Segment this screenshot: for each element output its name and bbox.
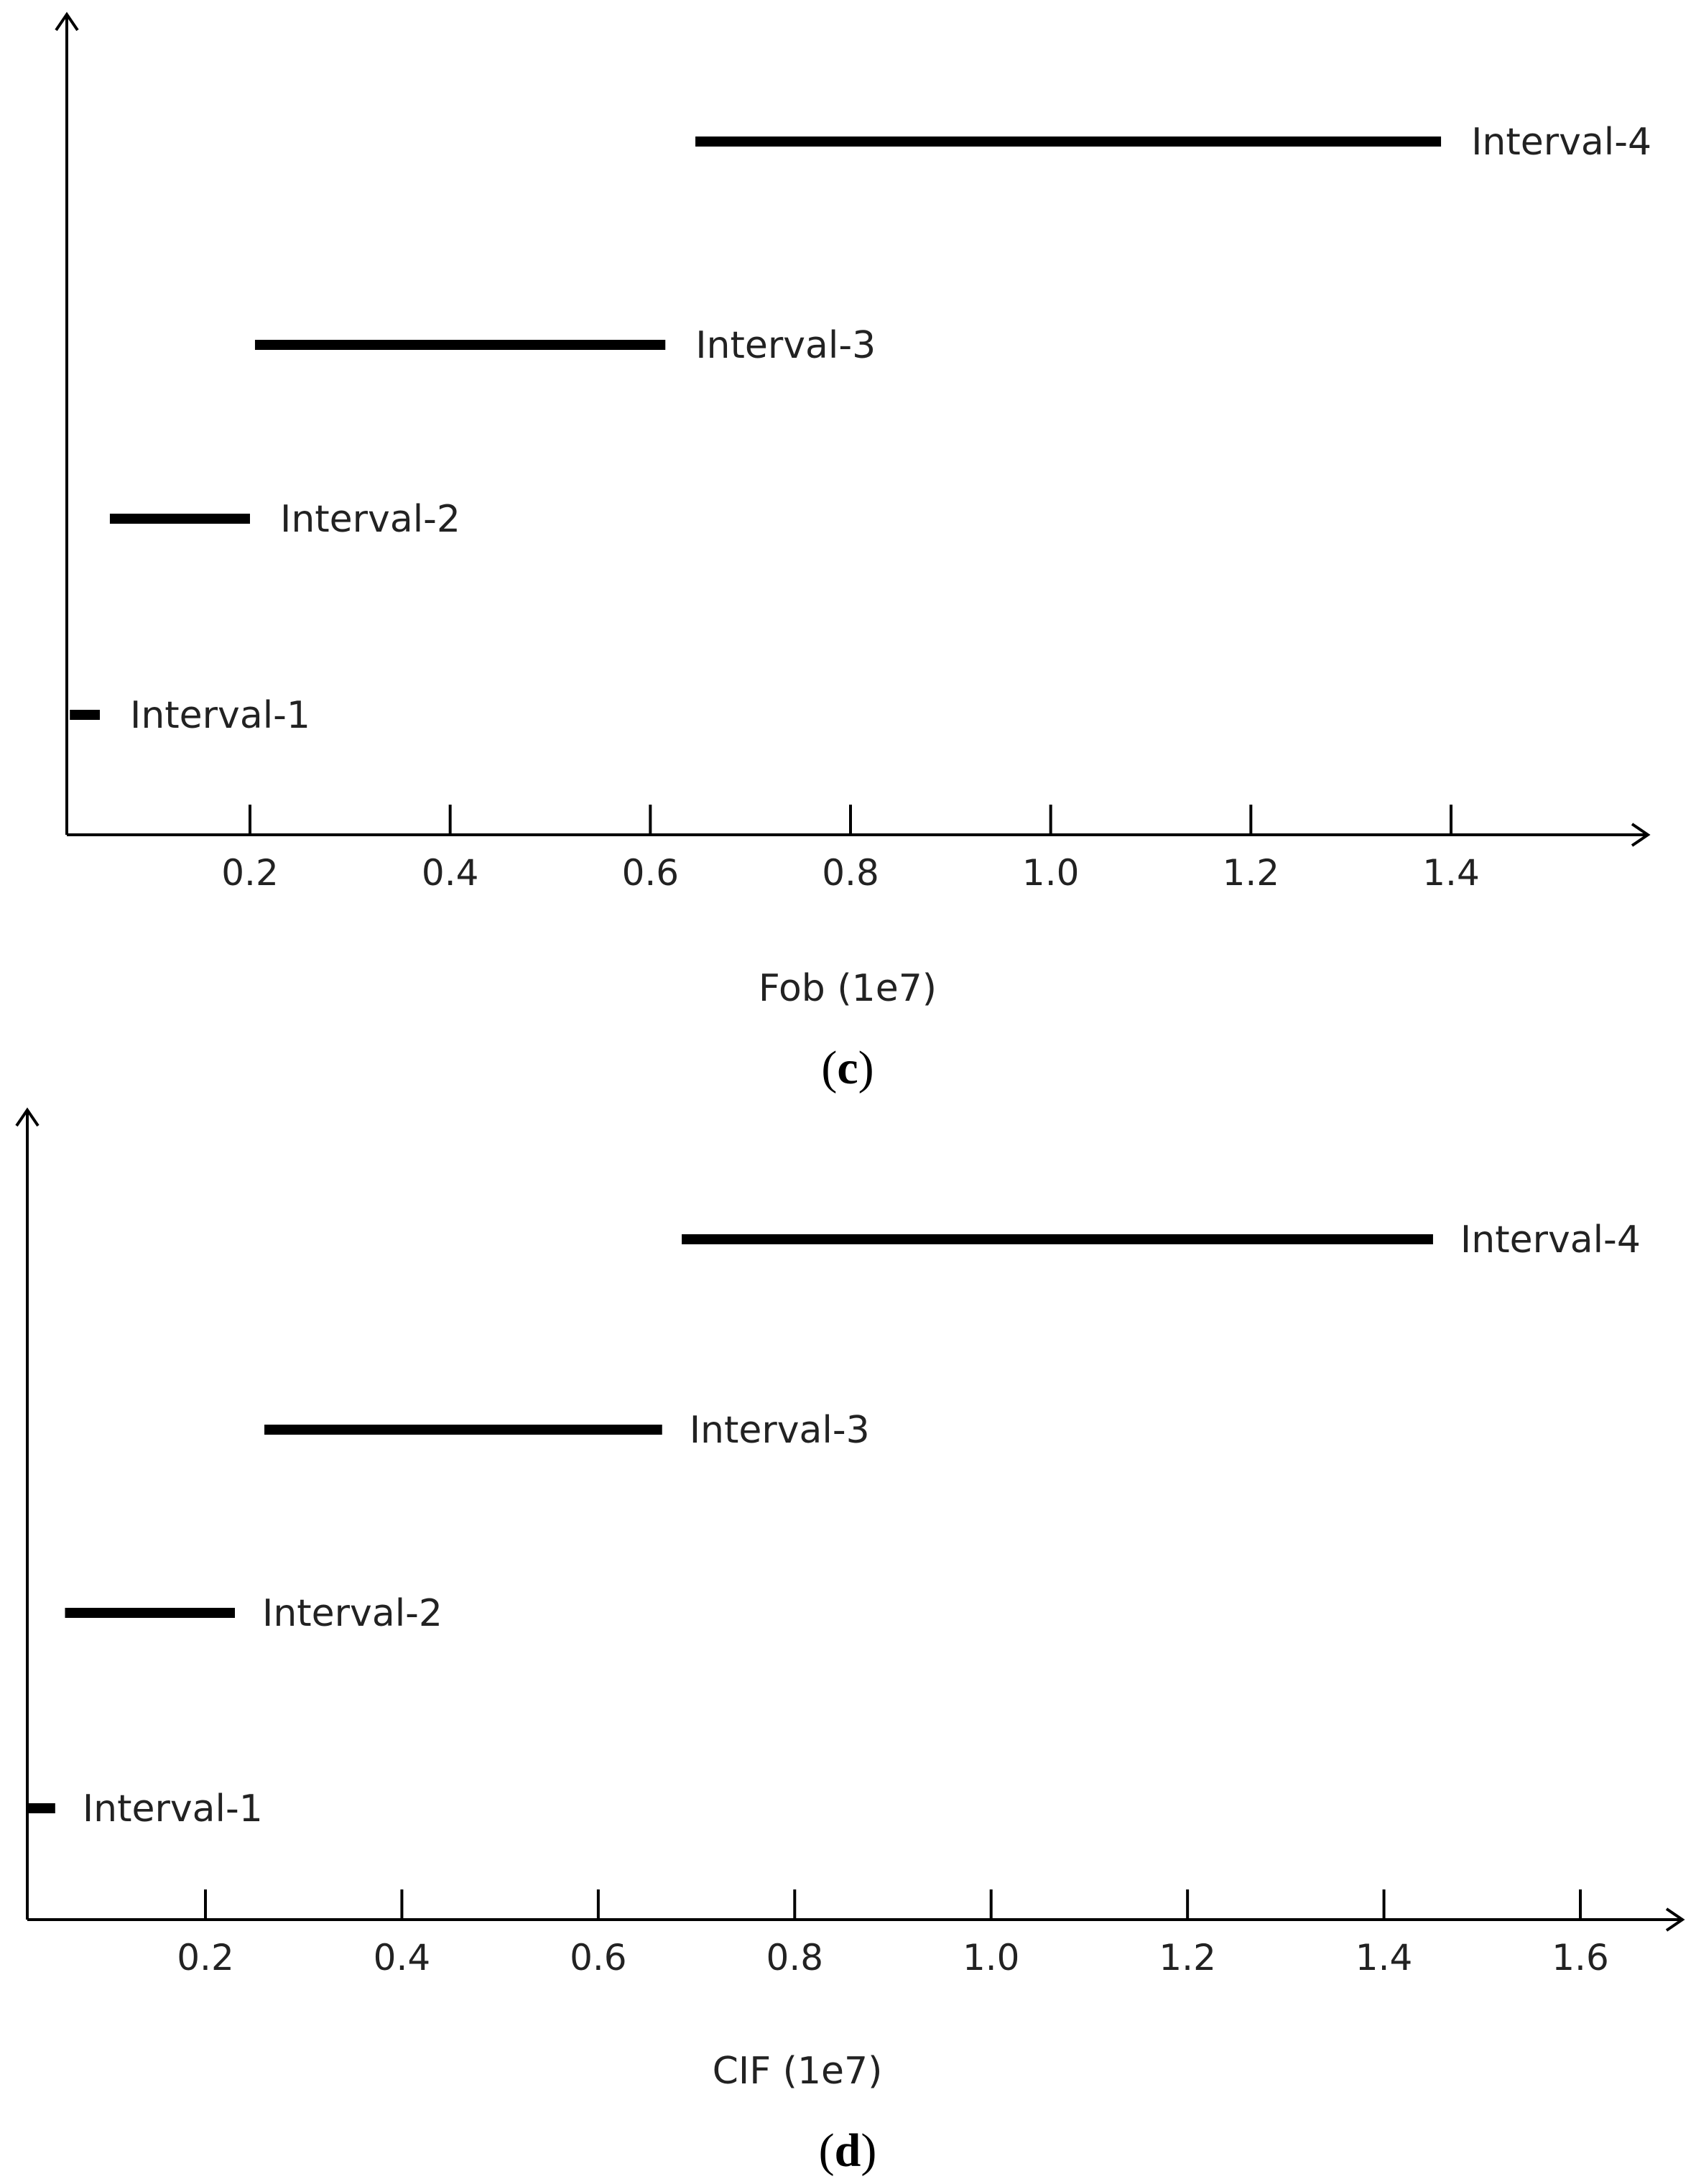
panel-c-caption-letter: c — [837, 1042, 858, 1094]
panel-d-caption: (d) — [819, 2124, 877, 2177]
panel-c-x-axis — [67, 823, 1651, 847]
panel-d-ticks — [204, 1889, 1582, 1920]
panel-d-tick-label-3: 0.8 — [766, 1937, 824, 1979]
panel-c-tick-label-4: 1.0 — [1022, 852, 1080, 894]
panel-d-x-axis — [27, 1907, 1685, 1932]
panel-c-y-axis — [55, 11, 79, 835]
panel-c-caption: (c) — [821, 1042, 874, 1094]
panel-d-tick-label-4: 1.0 — [963, 1937, 1020, 1979]
panel-c-x-axis-title: Fob (1e7) — [759, 967, 937, 1010]
panel-c-tick-label-3: 0.8 — [822, 852, 879, 894]
panel-d-interval-label-1: Interval-1 — [83, 1787, 263, 1831]
panel-d-tick-label-2: 0.6 — [570, 1937, 627, 1979]
panel-d-interval-label-3: Interval-3 — [690, 1409, 870, 1452]
panel-c-tick-label-0: 0.2 — [221, 852, 279, 894]
panel-d-chart: 0.2 0.4 0.6 0.8 1.0 1.2 1.4 1.6 Interval-1Inter… — [15, 1107, 1685, 2177]
panel-c-interval-label-2: Interval-2 — [280, 498, 460, 541]
panel-d-x-axis-title: CIF (1e7) — [713, 2050, 883, 2093]
panel-d-interval-label-2: Interval-2 — [262, 1592, 442, 1635]
panel-c-tick-label-2: 0.6 — [622, 852, 680, 894]
panel-c-intervals: Interval-1 Interval-2 Interval-3 Interval-4 — [70, 121, 1651, 737]
panel-d-caption-letter: d — [835, 2124, 861, 2177]
panel-d-tick-label-6: 1.4 — [1356, 1937, 1413, 1979]
panel-d-y-axis — [15, 1107, 40, 1920]
panel-d-intervals: Interval-1 Interval-2 Interval-3 Interval-4 — [28, 1218, 1641, 1831]
panel-d-tick-labels: 0.2 0.4 0.6 0.8 1.0 1.2 1.4 1.6 — [177, 1937, 1609, 1979]
panel-c-tick-label-5: 1.2 — [1223, 852, 1280, 894]
panel-c-tick-label-6: 1.4 — [1422, 852, 1480, 894]
panel-c-axes — [55, 11, 1651, 847]
panel-c-interval-label-1: Interval-1 — [130, 694, 310, 737]
panel-d-tick-label-0: 0.2 — [177, 1937, 234, 1979]
panel-c-interval-label-3: Interval-3 — [695, 324, 876, 367]
panel-c-ticks — [249, 805, 1452, 835]
panel-d-interval-label-4: Interval-4 — [1460, 1218, 1641, 1262]
panel-d-axes — [15, 1107, 1685, 1932]
panel-c-tick-label-1: 0.4 — [422, 852, 479, 894]
panel-d-tick-label-5: 1.2 — [1159, 1937, 1216, 1979]
panel-c-tick-labels: 0.2 0.4 0.6 0.8 1.0 1.2 1.4 — [221, 852, 1480, 894]
panel-c-interval-label-4: Interval-4 — [1471, 121, 1651, 164]
panel-d-tick-label-1: 0.4 — [374, 1937, 431, 1979]
panel-d-tick-label-7: 1.6 — [1552, 1937, 1609, 1979]
panel-c-chart: 0.2 0.4 0.6 0.8 1.0 1.2 1.4 Interval-1Interval… — [55, 11, 1651, 1094]
